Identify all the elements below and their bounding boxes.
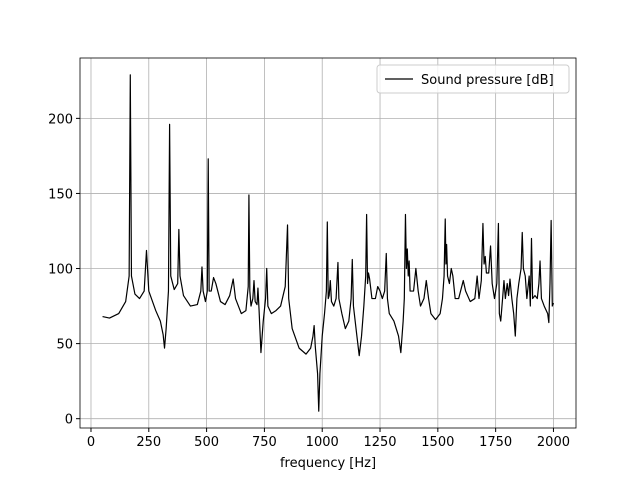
y-tick-label: 100 xyxy=(48,263,73,278)
x-tick-label: 750 xyxy=(252,435,277,450)
y-tick-label: 150 xyxy=(48,187,73,202)
x-tick-label: 250 xyxy=(136,435,161,450)
x-tick-label: 1500 xyxy=(421,435,454,450)
x-tick-label: 1250 xyxy=(363,435,396,450)
y-tick-label: 200 xyxy=(48,112,73,127)
y-tick-label: 0 xyxy=(65,413,73,428)
x-tick-label: 1750 xyxy=(479,435,512,450)
x-tick-label: 0 xyxy=(87,435,95,450)
legend-label: Sound pressure [dB] xyxy=(421,73,554,88)
legend-box xyxy=(376,64,570,94)
data-line xyxy=(102,74,555,412)
x-tick-label: 2000 xyxy=(537,435,570,450)
x-tick-label: 1000 xyxy=(306,435,339,450)
x-tick-label: 500 xyxy=(194,435,219,450)
y-tick-label: 50 xyxy=(56,338,73,353)
x-axis-label: frequency [Hz] xyxy=(280,456,376,471)
plot-frame xyxy=(79,57,577,429)
